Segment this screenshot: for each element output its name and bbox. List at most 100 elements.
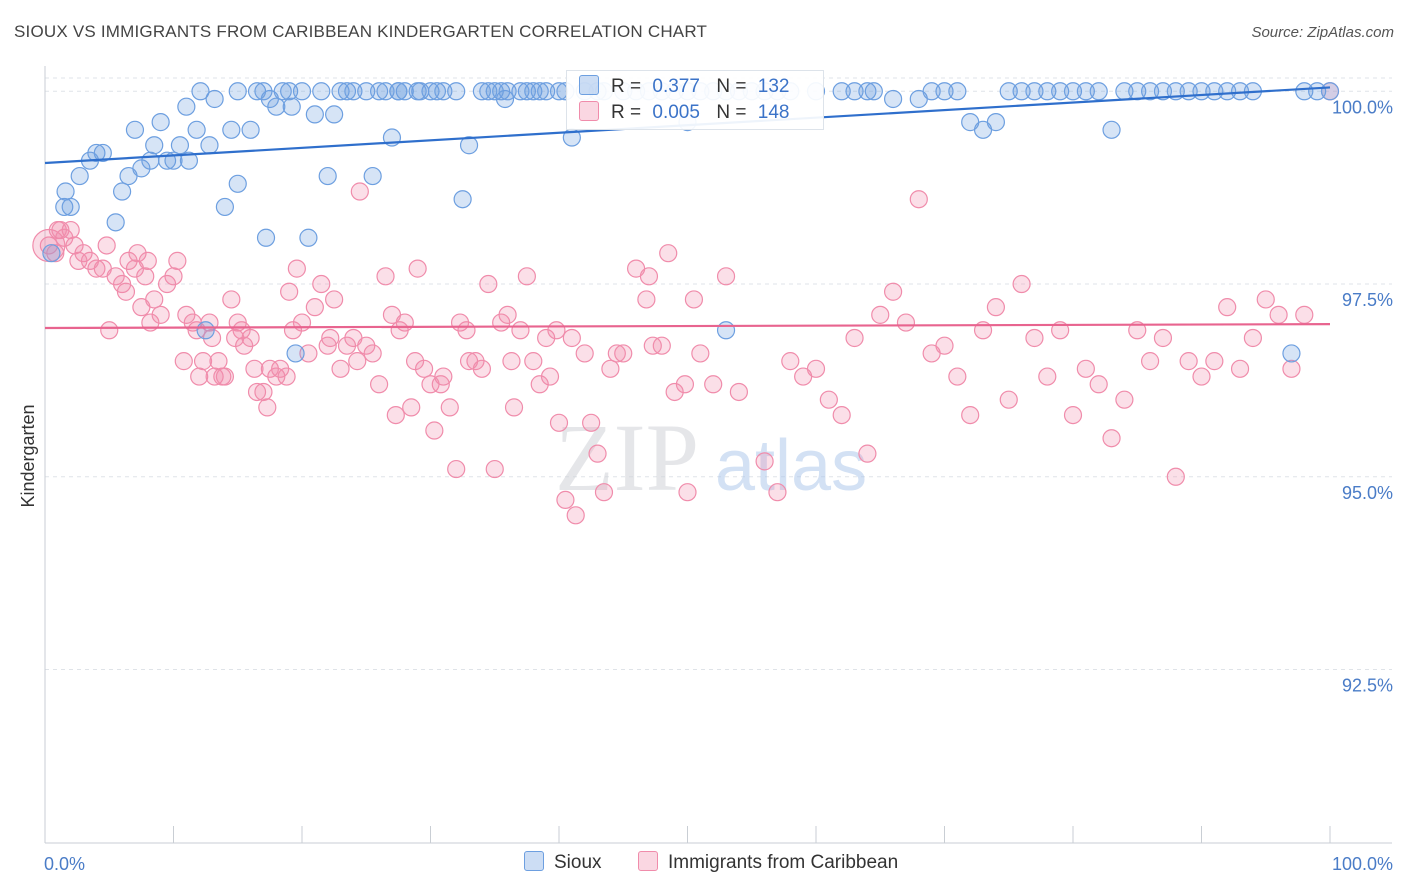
caribbean-point — [819, 390, 838, 409]
legend-label-sioux: Sioux — [554, 852, 602, 873]
caribbean-point — [502, 352, 521, 371]
y-axis-label: Kindergarten — [18, 404, 38, 507]
caribbean-point — [408, 259, 427, 278]
sioux-point — [256, 228, 276, 247]
caribbean-point — [100, 321, 119, 340]
watermark-atlas: atlas — [715, 426, 867, 506]
caribbean-swatch — [579, 101, 599, 121]
caribbean-point — [222, 290, 241, 309]
sioux-point — [395, 82, 414, 101]
caribbean-point — [883, 282, 903, 301]
caribbean-point — [215, 367, 234, 386]
sioux-point — [337, 82, 357, 101]
sioux-point — [179, 151, 199, 170]
caribbean-point — [1025, 328, 1044, 348]
sioux-point — [1038, 82, 1057, 101]
caribbean-point — [136, 267, 155, 286]
caribbean-point — [321, 328, 340, 348]
sioux-point — [517, 82, 536, 101]
sioux-point — [1012, 82, 1031, 101]
sioux-point — [986, 113, 1006, 132]
caribbean-point — [1115, 390, 1134, 409]
caribbean-point — [1166, 467, 1185, 486]
legend-row-sioux: R = 0.377 N = 132 — [579, 75, 789, 99]
sioux-point — [187, 120, 206, 139]
sioux-point — [241, 120, 260, 139]
caribbean-point — [485, 459, 504, 479]
n-label: N = — [716, 76, 747, 97]
sioux-point — [999, 82, 1018, 101]
caribbean-point — [193, 352, 213, 371]
sioux-point — [191, 82, 210, 101]
sioux-point — [305, 105, 324, 124]
sioux-point — [344, 82, 363, 101]
caribbean-point — [678, 483, 697, 502]
series-caribbean — [32, 82, 1340, 525]
sioux-point — [479, 82, 498, 101]
caribbean-point — [652, 336, 671, 355]
caribbean-point — [832, 405, 851, 425]
caribbean-point — [549, 413, 569, 432]
x-tick-labels: 0.0% 100.0% — [44, 854, 1393, 874]
caribbean-point — [376, 267, 395, 286]
caribbean-point — [540, 367, 560, 386]
sioux-point — [1153, 82, 1173, 101]
sioux-point — [61, 197, 80, 217]
caribbean-point — [1063, 405, 1083, 425]
r-value: 0.377 — [652, 76, 700, 97]
sioux-point — [1089, 82, 1108, 101]
caribbean-point — [363, 344, 382, 363]
sioux-point — [228, 174, 247, 193]
sioux-point — [151, 113, 170, 132]
sioux-point — [282, 97, 301, 116]
sioux-point — [1282, 344, 1301, 363]
caribbean-point — [614, 344, 633, 363]
axes — [44, 66, 1392, 844]
r-label: R = — [611, 76, 642, 97]
sioux-point — [948, 82, 967, 101]
caribbean-point — [479, 274, 498, 294]
caribbean-point — [386, 405, 405, 425]
caribbean-point — [935, 336, 954, 355]
sioux-point — [70, 166, 89, 186]
caribbean-point — [348, 352, 367, 371]
sioux-point — [453, 190, 472, 209]
sioux-point — [55, 197, 74, 217]
y-tick-label: 97.5% — [1342, 290, 1393, 310]
caribbean-point — [530, 375, 549, 394]
caribbean-point — [241, 328, 260, 348]
y-tick-label: 100.0% — [1332, 97, 1393, 117]
caribbean-point — [447, 459, 466, 479]
caribbean-point — [1192, 367, 1211, 386]
series-legend: Sioux Immigrants from Caribbean — [0, 851, 1406, 879]
caribbean-point — [395, 313, 414, 332]
caribbean-point — [305, 298, 324, 317]
caribbean-point — [61, 220, 80, 240]
sioux-point — [376, 82, 395, 101]
caribbean-point — [896, 313, 916, 332]
caribbean-point — [457, 321, 476, 340]
sioux-swatch — [579, 75, 599, 95]
caribbean-point — [1102, 429, 1121, 448]
caribbean-point — [414, 359, 434, 378]
chart-title: SIOUX VS IMMIGRANTS FROM CARIBBEAN KINDE… — [14, 22, 708, 41]
sioux-point — [1140, 82, 1160, 101]
caribbean-point — [755, 452, 774, 471]
caribbean-point — [168, 251, 187, 270]
caribbean-point — [440, 398, 459, 417]
sioux-point — [1025, 82, 1044, 101]
sioux-point — [286, 344, 305, 363]
n-label: N = — [716, 102, 747, 123]
caribbean-point — [299, 344, 318, 363]
caribbean-point — [325, 290, 344, 309]
caribbean-point — [948, 367, 967, 386]
caribbean-point — [845, 328, 864, 348]
caribbean-point — [312, 274, 331, 294]
caribbean-point — [1205, 352, 1224, 371]
caribbean-point — [858, 444, 877, 463]
sioux-point — [196, 321, 215, 340]
caribbean-point — [1076, 359, 1095, 378]
caribbean-point — [665, 382, 684, 402]
sioux-point — [325, 105, 344, 124]
sioux-point — [42, 244, 61, 263]
